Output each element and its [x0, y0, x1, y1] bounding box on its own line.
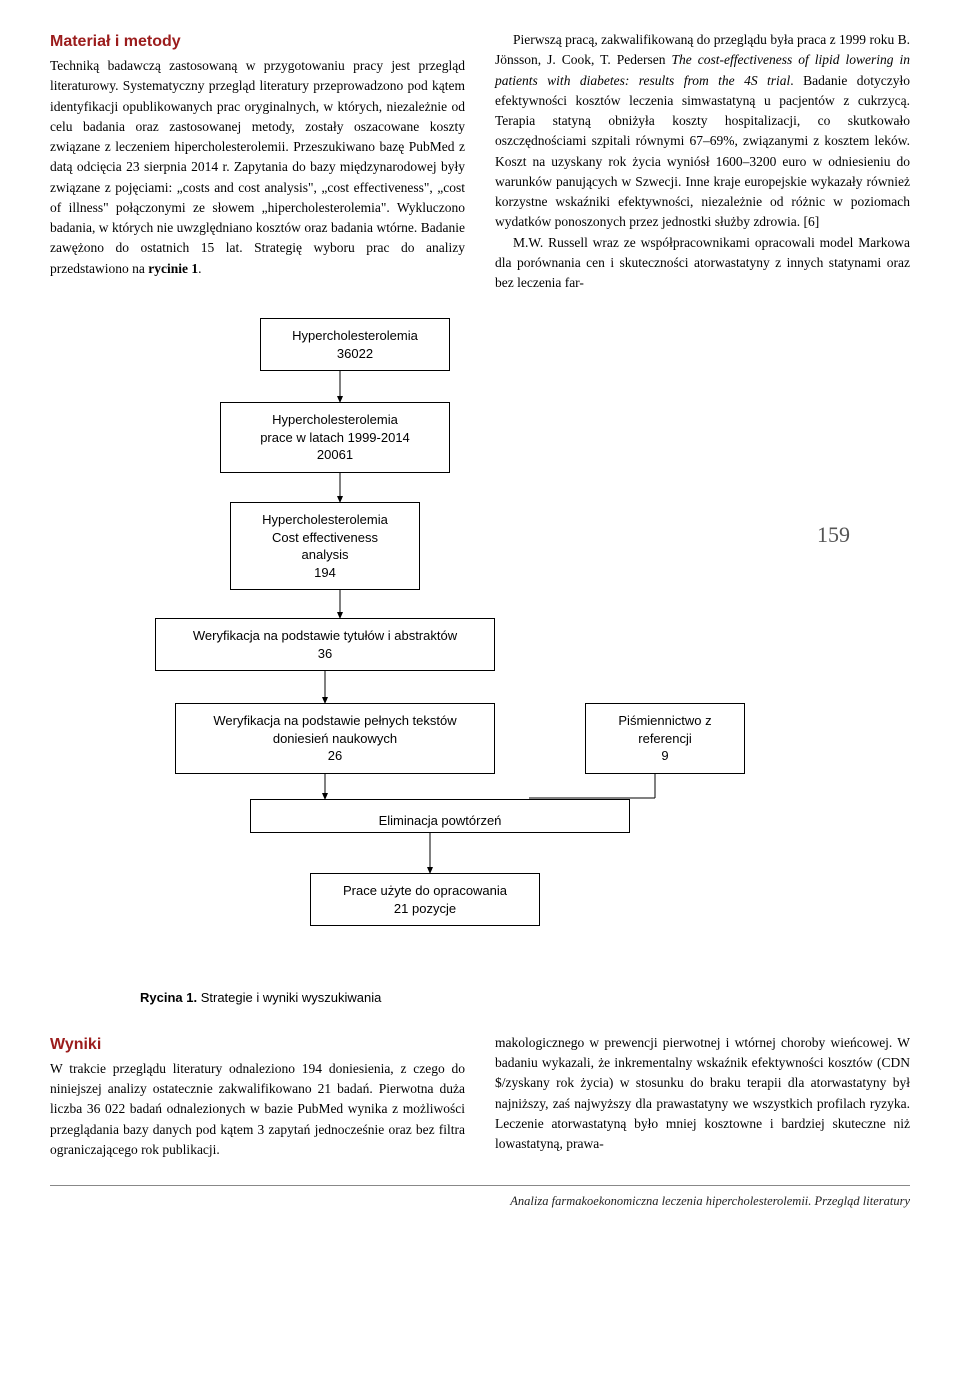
- top-columns: Materiał i metody Techniką badawczą zast…: [50, 30, 910, 293]
- results-left: Wyniki W trakcie przeglądu literatury od…: [50, 1033, 465, 1160]
- right-p1: Pierwszą pracą, zakwalifikowaną do przeg…: [495, 30, 910, 233]
- flow-box-b6: Piśmiennictwo zreferencji9: [585, 703, 745, 774]
- flow-box-b2: Hypercholesterolemiaprace w latach 1999-…: [220, 402, 450, 473]
- flow-box-b3: HypercholesterolemiaCost effectivenessan…: [230, 502, 420, 590]
- results-right: makologicznego w prewencji pierwotnej i …: [495, 1033, 910, 1160]
- right-p1-end: . Badanie dotyczyło efektywności kosztów…: [495, 73, 910, 230]
- flow-box-b7: Prace użyte do opracowania21 pozycje: [310, 873, 540, 926]
- methods-body-end: .: [198, 261, 201, 276]
- flow-box-b4: Weryfikacja na podstawie tytułów i abstr…: [155, 618, 495, 671]
- figure-caption: Rycina 1. Strategie i wyniki wyszukiwani…: [140, 988, 910, 1008]
- flowchart-wrapper: 159 Hypercholesterolemia36022Hypercholes…: [50, 318, 910, 958]
- flow-box-b5: Weryfikacja na podstawie pełnych tekstów…: [175, 703, 495, 774]
- methods-body-text: Techniką badawczą zastosowaną w przygoto…: [50, 58, 465, 276]
- section-title-results: Wyniki: [50, 1033, 465, 1057]
- right-p2: M.W. Russell wraz ze współpracownikami o…: [495, 233, 910, 294]
- page-number: 159: [817, 518, 850, 551]
- bottom-columns: Wyniki W trakcie przeglądu literatury od…: [50, 1033, 910, 1160]
- section-title-methods: Materiał i metody: [50, 30, 465, 54]
- figure-caption-rest: Strategie i wyniki wyszukiwania: [197, 990, 381, 1005]
- flow-box-b1: Hypercholesterolemia36022: [260, 318, 450, 371]
- flow-label-elimination: Eliminacja powtórzeń: [350, 811, 530, 831]
- results-body-left: W trakcie przeglądu literatury odnalezio…: [50, 1059, 465, 1160]
- results-body-right: makologicznego w prewencji pierwotnej i …: [495, 1033, 910, 1155]
- figure-caption-bold: Rycina 1.: [140, 990, 197, 1005]
- methods-body: Techniką badawczą zastosowaną w przygoto…: [50, 56, 465, 279]
- right-column: Pierwszą pracą, zakwalifikowaną do przeg…: [495, 30, 910, 293]
- left-column: Materiał i metody Techniką badawczą zast…: [50, 30, 465, 293]
- methods-body-bold: rycinie 1: [148, 261, 198, 276]
- footer-text: Analiza farmakoekonomiczna leczenia hipe…: [50, 1185, 910, 1211]
- flowchart: Hypercholesterolemia36022 Hypercholestero…: [155, 318, 805, 958]
